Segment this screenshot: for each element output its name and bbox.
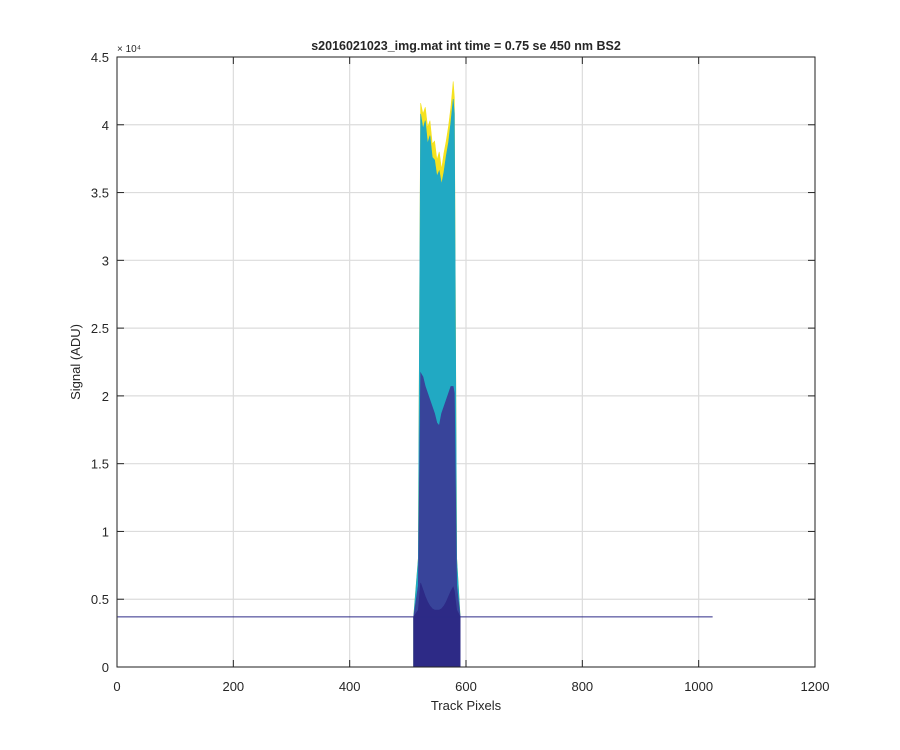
y-tick-label: 2 (102, 389, 109, 404)
y-tick-label: 4.5 (91, 50, 109, 65)
x-axis-label: Track Pixels (431, 698, 502, 713)
chart-title: s2016021023_img.mat int time = 0.75 se 4… (311, 39, 621, 53)
y-tick-label: 3 (102, 253, 109, 268)
y-tick-label: 1 (102, 524, 109, 539)
x-tick-label: 1200 (801, 679, 830, 694)
y-tick-label: 0.5 (91, 592, 109, 607)
x-tick-label: 1000 (684, 679, 713, 694)
y-tick-label: 2.5 (91, 321, 109, 336)
x-tick-label: 600 (455, 679, 477, 694)
data-series (117, 81, 713, 668)
series-area (413, 371, 461, 668)
y-tick-label: 3.5 (91, 186, 109, 201)
x-tick-label: 800 (571, 679, 593, 694)
y-tick-label: 4 (102, 118, 109, 133)
x-tick-label: 0 (113, 679, 120, 694)
series-area (413, 582, 461, 668)
y-axis-label: Signal (ADU) (68, 324, 83, 400)
y-axis-exponent: × 10⁴ (117, 44, 141, 55)
x-tick-label: 400 (339, 679, 361, 694)
axis-ticks: 0 200 400 600 800 1000 1200 0 0.5 1 1.5 2 2.5 3 3.5 4 4.… (91, 50, 830, 694)
y-tick-label: 1.5 (91, 457, 109, 472)
x-tick-label: 200 (222, 679, 244, 694)
y-tick-label: 0 (102, 660, 109, 675)
